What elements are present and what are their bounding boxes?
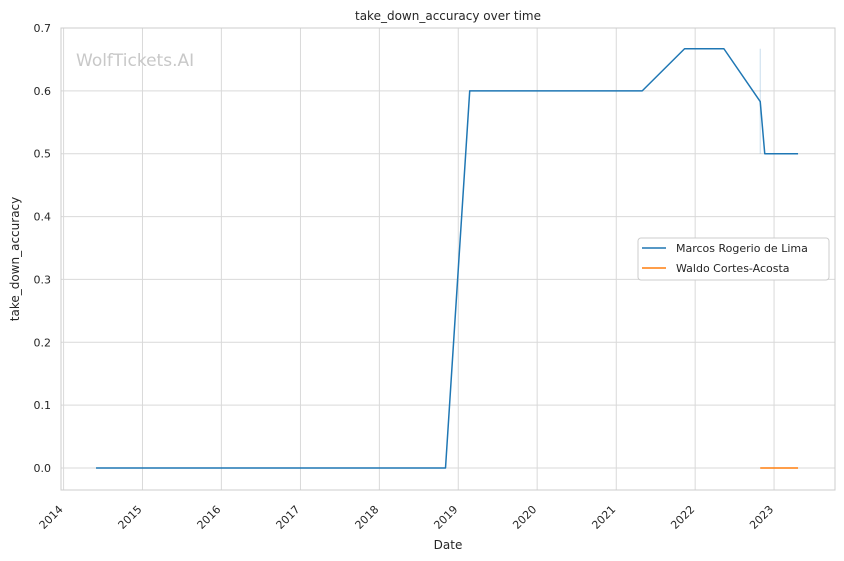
y-tick-label: 0.1	[34, 399, 52, 412]
chart-title: take_down_accuracy over time	[355, 9, 541, 23]
x-axis-title: Date	[434, 538, 463, 552]
watermark-text: WolfTickets.AI	[76, 51, 194, 71]
y-axis-title: take_down_accuracy	[8, 197, 22, 321]
y-tick-label: 0.5	[34, 148, 52, 161]
legend-label-marcos: Marcos Rogerio de Lima	[676, 242, 808, 255]
series-line-0	[96, 47, 799, 469]
y-tick-label: 0.2	[34, 336, 52, 349]
y-tick-labels: 0.0 0.1 0.2 0.3 0.4 0.5 0.6 0.7	[34, 22, 52, 475]
plot-frame	[60, 27, 836, 491]
legend-label-waldo: Waldo Cortes-Acosta	[676, 262, 790, 275]
series-lines	[96, 47, 799, 469]
y-tick-label: 0.4	[34, 211, 52, 224]
y-tick-label: 0.6	[34, 85, 52, 98]
legend: Marcos Rogerio de Lima Waldo Cortes-Acos…	[637, 237, 830, 281]
y-tick-label: 0.3	[34, 273, 52, 286]
y-tick-label: 0.7	[34, 22, 52, 35]
y-tick-label: 0.0	[34, 462, 52, 475]
legend-box	[637, 237, 830, 281]
